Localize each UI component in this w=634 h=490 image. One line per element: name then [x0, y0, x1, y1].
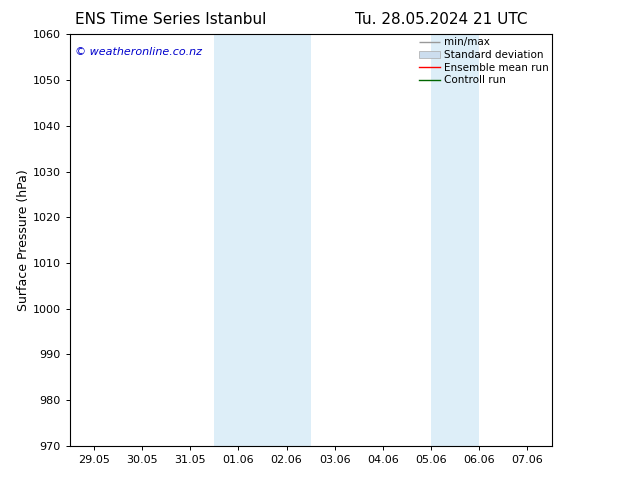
- Text: ENS Time Series Istanbul: ENS Time Series Istanbul: [75, 12, 266, 27]
- Text: Tu. 28.05.2024 21 UTC: Tu. 28.05.2024 21 UTC: [355, 12, 527, 27]
- Legend: min/max, Standard deviation, Ensemble mean run, Controll run: min/max, Standard deviation, Ensemble me…: [418, 37, 548, 85]
- Y-axis label: Surface Pressure (hPa): Surface Pressure (hPa): [17, 169, 30, 311]
- Bar: [214, 34, 311, 446]
- Text: © weatheronline.co.nz: © weatheronline.co.nz: [75, 47, 202, 57]
- Bar: [431, 34, 479, 446]
